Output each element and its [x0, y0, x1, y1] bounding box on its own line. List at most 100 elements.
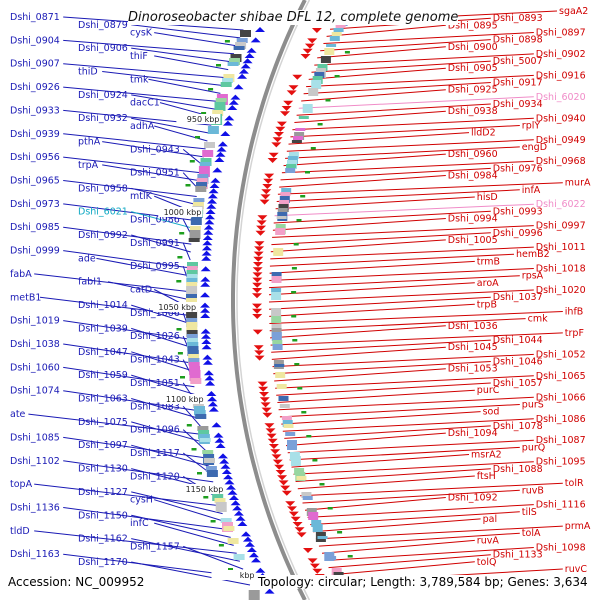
label-connector — [154, 522, 234, 546]
label-connector — [34, 530, 237, 554]
label-connector — [269, 275, 520, 289]
feature-tile — [207, 126, 219, 134]
gene-label-left: Dshi_0956 — [10, 152, 60, 163]
gene-label-right: Dshi_1087 — [536, 435, 586, 446]
feature-tile — [320, 56, 331, 63]
label-connector — [63, 460, 214, 483]
gene-label-left: Dshi_0986 — [130, 214, 180, 225]
label-connector — [154, 55, 229, 71]
gene-label-left: Dshi_1051 — [130, 378, 180, 389]
label-connector — [154, 32, 238, 47]
reverse-gene-arrow — [260, 194, 271, 200]
marker-tick — [203, 496, 209, 499]
forward-gene-arrow — [227, 489, 238, 495]
feature-tile — [326, 556, 337, 560]
feature-tile — [197, 426, 209, 431]
label-connector — [308, 67, 446, 80]
gene-label-left: Dshi_0958 — [78, 183, 128, 194]
label-connector — [300, 482, 563, 497]
reverse-gene-arrow — [267, 158, 278, 163]
reverse-gene-arrow — [264, 423, 275, 429]
feature-tile — [283, 424, 294, 428]
gene-label-right: Dshi_0938 — [448, 106, 498, 117]
feature-tile — [227, 538, 239, 544]
feature-tile — [215, 98, 227, 102]
label-connector — [270, 246, 534, 260]
feature-tile — [220, 518, 232, 523]
forward-gene-arrow — [220, 131, 231, 136]
label-connector — [269, 268, 534, 281]
forward-gene-arrow — [204, 219, 215, 225]
feature-tile — [294, 468, 305, 475]
gene-label-left: Dshi_1130 — [78, 464, 128, 475]
gene-label-right: Dshi_0893 — [493, 13, 543, 24]
label-connector — [131, 117, 210, 134]
reverse-gene-arrow — [277, 475, 288, 481]
reverse-gene-arrow — [296, 532, 307, 538]
reverse-gene-arrow — [288, 85, 299, 91]
forward-gene-arrow — [233, 510, 244, 516]
gene-label-left: Dshi_1117 — [130, 448, 180, 459]
feature-tile — [189, 370, 201, 381]
forward-gene-arrow — [246, 547, 257, 552]
feature-tile — [274, 364, 285, 367]
gene-label-left: Dshi_6021 — [78, 207, 128, 218]
feature-tile — [214, 102, 226, 111]
gene-label-left: Dshi_0939 — [10, 129, 60, 140]
forward-gene-arrow — [264, 588, 275, 594]
feature-tile — [329, 36, 340, 41]
gene-label-left: Dshi_1006 — [130, 308, 180, 319]
gene-label-right: trpB — [477, 299, 497, 310]
feature-tile — [215, 502, 227, 512]
label-connector — [131, 398, 200, 419]
label-connector — [131, 94, 216, 110]
feature-tile — [206, 470, 218, 477]
label-connector — [131, 561, 251, 586]
gene-label-right: Dshi_0960 — [448, 149, 498, 160]
feature-tile — [311, 520, 322, 527]
reverse-gene-arrow — [255, 230, 266, 236]
feature-tile — [295, 128, 306, 131]
feature-tile — [189, 230, 201, 239]
forward-gene-arrow — [218, 453, 228, 459]
label-connector — [270, 325, 446, 339]
forward-gene-arrow — [250, 37, 261, 43]
forward-gene-arrow — [200, 281, 211, 287]
label-connector-lines — [28, 10, 563, 586]
gene-label-left: Dshi_0985 — [10, 222, 60, 233]
gene-label-right: sod — [483, 407, 500, 418]
label-connector — [275, 375, 534, 389]
feature-tile — [204, 458, 215, 463]
reverse-gene-arrow — [252, 277, 263, 283]
gene-label-right: ruvA — [477, 535, 500, 546]
gene-label-left: Dshi_1097 — [78, 440, 128, 451]
label-connector — [293, 461, 534, 475]
forward-gene-arrow — [209, 183, 220, 188]
forward-gene-arrow — [240, 63, 251, 69]
forward-gene-arrow — [217, 141, 228, 147]
label-connector — [131, 304, 190, 324]
feature-tile — [233, 46, 245, 50]
scale-label: 1000 kbp — [164, 208, 202, 217]
reverse-gene-arrow — [274, 132, 284, 137]
forward-gene-arrow — [230, 500, 241, 506]
feature-tile — [212, 490, 224, 501]
label-connector — [269, 303, 475, 317]
forward-gene-arrow — [229, 495, 239, 500]
feature-tile — [240, 30, 251, 37]
gene-label-left: infC — [130, 518, 149, 529]
reverse-gene-arrow — [252, 303, 262, 309]
marker-tick — [310, 147, 316, 150]
marker-tick — [334, 75, 340, 78]
feature-tile — [220, 82, 232, 87]
gene-label-right: Dshi_5007 — [493, 56, 543, 67]
reverse-gene-arrow — [264, 173, 275, 179]
feature-tile — [235, 42, 247, 49]
reverse-gene-arrow — [254, 355, 265, 361]
feature-tile — [308, 88, 319, 96]
label-connector — [315, 525, 563, 540]
gene-label-right: Dshi_1005 — [448, 235, 498, 246]
forward-gene-arrow — [242, 58, 253, 64]
feature-tile — [291, 140, 302, 143]
